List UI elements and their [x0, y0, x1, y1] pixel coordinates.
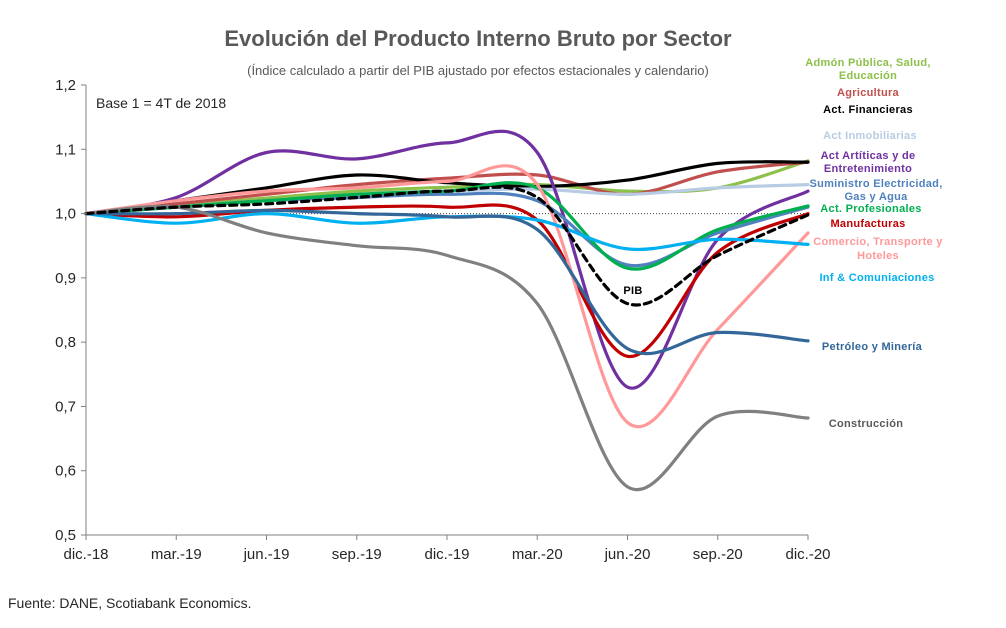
series-label-inf-comuniaciones: Inf & Comuniaciones	[819, 272, 934, 284]
source-note: Fuente: DANE, Scotiabank Economics.	[8, 595, 252, 611]
base-note: Base 1 = 4T de 2018	[96, 95, 226, 111]
y-tick-label: 0,9	[55, 270, 76, 287]
series-label-act-financieras: Act. Financieras	[823, 104, 913, 116]
series-label-agricultura: Agricultura	[837, 87, 900, 99]
series-label-construccion: Construcción	[829, 418, 904, 430]
x-tick-label: dic.-20	[785, 546, 830, 563]
series-label-petroleo-y-mineria: Petróleo y Minería	[822, 341, 923, 353]
series-line-manufacturas	[84, 203, 810, 358]
x-tick-label: jun.-19	[243, 546, 290, 563]
series-label-pib: PIB	[623, 285, 642, 297]
x-axis-ticks: dic.-18 mar.-19 jun.-19 sep.-19 dic.-19 mar.-…	[63, 535, 831, 563]
y-tick-label: 0,7	[55, 398, 76, 415]
series-label-comercio-transporte-y-hoteles: Comercio, Transporte y Hoteles	[813, 236, 943, 262]
series-lines	[84, 129, 810, 492]
x-tick-label: sep.-20	[693, 546, 743, 563]
y-tick-label: 1,2	[55, 77, 76, 94]
series-line-inf-comuniaciones	[84, 212, 810, 252]
y-tick-label: 1,0	[55, 206, 76, 223]
chart-title: Evolución del Producto Interno Bruto por…	[224, 26, 732, 51]
x-tick-label: dic.-18	[63, 546, 108, 563]
series-label-admon-publica-salud-educacion: Admón Pública, Salud, Educación	[805, 57, 930, 82]
series-label-suministro-electricidad-gas-y-agua: Suministro Electricidad, Gas y Agua	[809, 178, 942, 203]
series-label-act-profesionales: Act. Profesionales	[820, 203, 921, 215]
series-line-act-artiticas-y-de-entretenimiento	[84, 129, 810, 390]
x-tick-label: mar.-19	[151, 546, 202, 563]
chart-subtitle: (Índice calculado a partir del PIB ajust…	[247, 63, 709, 78]
series-label-manufacturas: Manufacturas	[830, 218, 905, 230]
y-tick-label: 0,5	[55, 527, 76, 544]
chart: Evolución del Producto Interno Bruto por…	[55, 26, 943, 563]
y-tick-label: 1,1	[55, 141, 76, 158]
y-tick-label: 0,6	[55, 463, 76, 480]
series-line-petroleo-y-mineria	[84, 208, 810, 356]
y-tick-label: 0,8	[55, 334, 76, 351]
x-tick-label: dic.-19	[424, 546, 469, 563]
x-tick-label: sep.-19	[332, 546, 382, 563]
series-line-comercio-transporte-y-hoteles	[84, 164, 810, 429]
series-line-pib	[84, 185, 810, 307]
x-tick-label: jun.-20	[604, 546, 651, 563]
y-axis-ticks: 0,5 0,6 0,7 0,8 0,9 1,0 1,1 1,2	[55, 77, 86, 544]
series-line-construccion	[84, 204, 810, 492]
series-label-act-artiticas-y-de-entretenimiento: Act Artíticas y de Entretenimiento	[821, 150, 916, 175]
series-line-agricultura	[84, 160, 810, 216]
x-tick-label: mar.-20	[512, 546, 563, 563]
series-label-act-inmobiliarias: Act Inmobiliarias	[823, 130, 917, 142]
series-labels: Admón Pública, Salud, Educación Agricultur…	[623, 57, 943, 430]
